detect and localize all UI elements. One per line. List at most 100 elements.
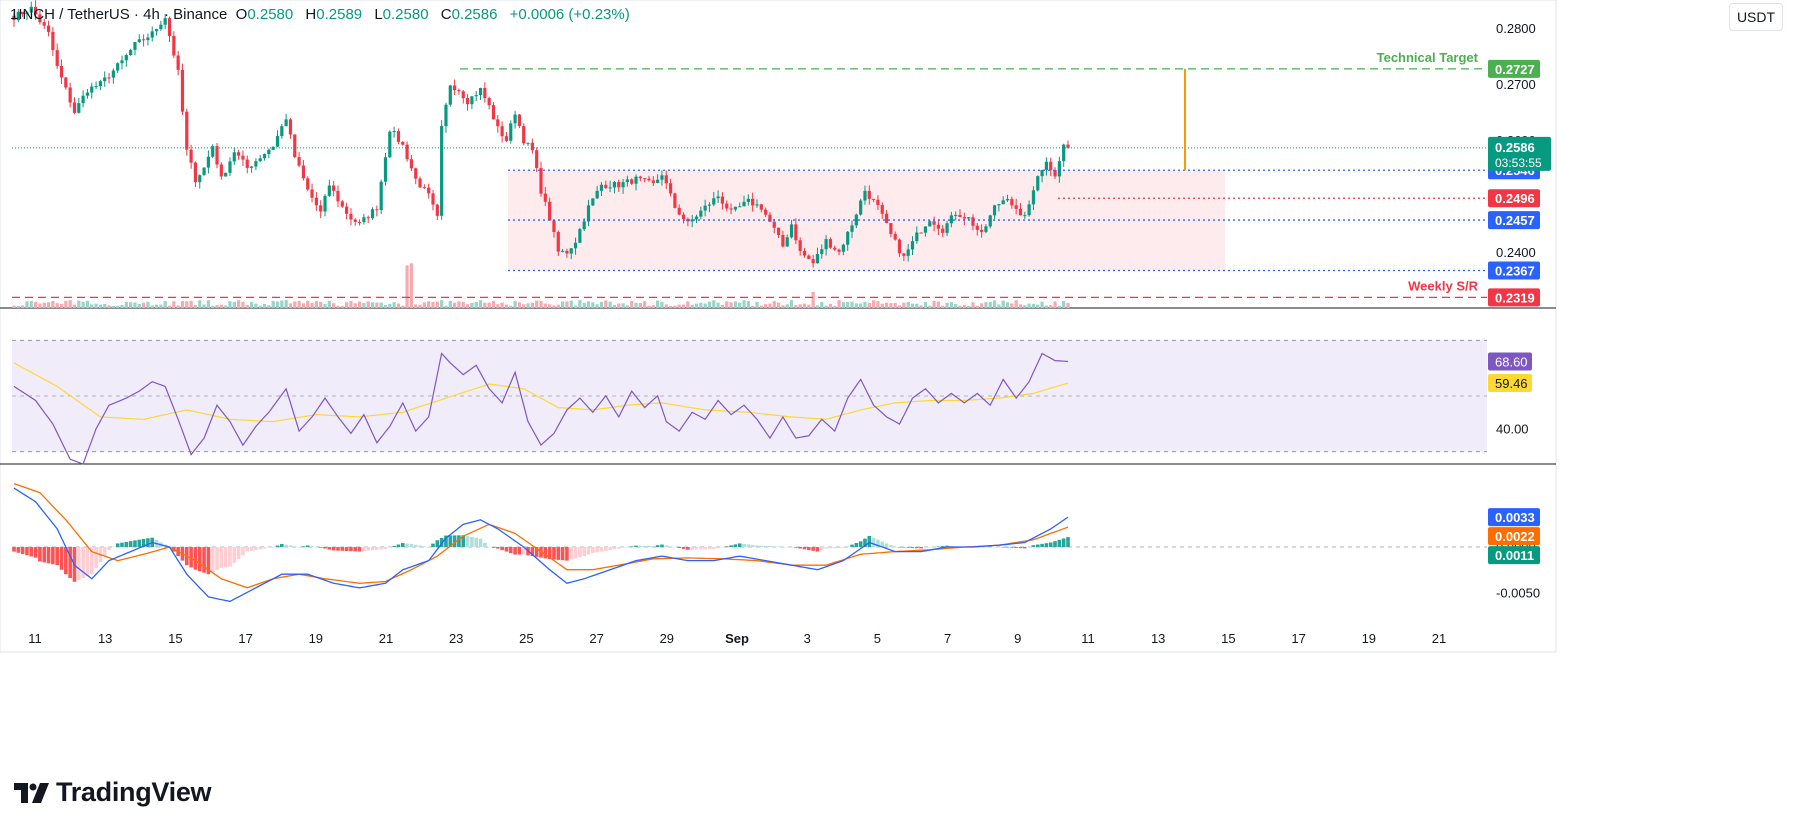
volume-bar [910, 303, 915, 308]
candle [694, 216, 699, 220]
candle [617, 181, 621, 188]
date-tick-label: 27 [589, 631, 603, 646]
candle [958, 214, 962, 218]
macd-histogram-bar [1040, 543, 1044, 548]
candle [712, 198, 716, 205]
candle [686, 219, 690, 222]
macd-histogram-bar [392, 545, 396, 548]
macd-histogram-bar [880, 541, 885, 548]
macd-histogram-bar [1031, 545, 1036, 548]
high-label: H [305, 6, 317, 23]
macd-histogram-bar [876, 539, 880, 548]
candle [388, 131, 392, 158]
macd-histogram-bar [146, 538, 150, 548]
candle [595, 190, 599, 199]
macd-histogram-bar [370, 547, 375, 551]
volume-bar [211, 305, 215, 308]
candle [720, 196, 725, 204]
volume-bar [1036, 304, 1040, 308]
macd-histogram-bar [651, 545, 656, 548]
volume-bar [746, 300, 750, 308]
volume-bar [16, 305, 20, 308]
volume-bar [707, 301, 712, 308]
volume-bar [690, 304, 694, 308]
macd-histogram-bar [569, 547, 574, 560]
candle [988, 215, 992, 227]
tradingview-logo[interactable]: TradingView [14, 777, 212, 808]
current-price-value: 0.2586 [1495, 140, 1535, 155]
macd-histogram-bar [107, 547, 111, 551]
macd-histogram-bar [51, 547, 55, 565]
macd-histogram-bar [565, 547, 569, 561]
candle [967, 217, 971, 219]
volume-bar [111, 305, 115, 308]
candle [1023, 215, 1027, 217]
volume-bar [103, 303, 107, 308]
volume-bar [889, 303, 893, 308]
candle [522, 126, 526, 144]
macd-histogram-bar [331, 547, 336, 551]
volume-bar [422, 302, 426, 308]
candle [392, 131, 396, 133]
macd-histogram-bar [215, 547, 219, 570]
candle [422, 187, 426, 189]
candle [12, 15, 16, 21]
volume-bar [180, 301, 185, 308]
macd-value-bg [1488, 527, 1540, 546]
macd-histogram-bar [699, 547, 703, 550]
volume-bar [193, 305, 198, 308]
volume-bar [949, 302, 953, 308]
macd-histogram-bar [815, 547, 820, 552]
candle [859, 200, 863, 215]
candle [418, 178, 422, 188]
volume-bar [975, 305, 979, 308]
macd-histogram-bar [236, 547, 241, 560]
macd-histogram-bar [1010, 547, 1014, 548]
macd-histogram-bar [1014, 547, 1018, 548]
macd-histogram-bar [647, 545, 651, 548]
date-tick-label: 17 [1291, 631, 1305, 646]
volume-bar [586, 301, 591, 308]
macd-histogram-bar [521, 547, 526, 555]
macd-histogram-bar [703, 547, 707, 550]
volume-bar [271, 300, 275, 308]
symbol-label[interactable]: 1INCH / TetherUS · 4h · Binance [10, 6, 228, 23]
volume-bar [526, 303, 530, 308]
date-tick-label: Sep [725, 631, 749, 646]
macd-histogram-bar [223, 547, 228, 568]
volume-bar [664, 304, 668, 308]
current-price-tag [1488, 136, 1551, 171]
candle [850, 225, 854, 232]
candle [725, 203, 729, 209]
macd-histogram-bar [137, 539, 142, 548]
candle [673, 193, 677, 208]
volume-bar [673, 305, 677, 308]
macd-histogram-bar [586, 547, 591, 555]
candle [228, 161, 232, 173]
candle [992, 205, 997, 216]
macd-histogram-bar [210, 547, 215, 573]
macd-histogram-bar [383, 547, 388, 549]
volume-bar [591, 302, 595, 308]
candle [1018, 208, 1023, 216]
volume-bar [854, 303, 858, 308]
trading-chart[interactable]: 0.28000.27000.26000.24000.2727Technical … [0, 0, 1814, 760]
macd-histogram-bar [906, 547, 910, 548]
level-price-label-bg [1488, 59, 1540, 78]
macd-histogram-bar [1061, 538, 1066, 548]
candle [306, 178, 310, 190]
volume-bar [988, 302, 992, 308]
macd-histogram-bar [483, 542, 487, 548]
macd-histogram-bar [81, 547, 85, 578]
volume-bar [781, 305, 785, 308]
close-value: 0.2586 [451, 6, 498, 23]
candle [854, 214, 858, 226]
macd-histogram-bar [595, 547, 599, 553]
candle [349, 213, 353, 220]
macd-histogram-bar [608, 547, 612, 551]
currency-button[interactable]: USDT [1729, 3, 1783, 31]
macd-histogram-bar [927, 547, 932, 548]
volume-bar [751, 305, 755, 308]
volume-bar [677, 304, 681, 308]
candle [159, 24, 163, 30]
